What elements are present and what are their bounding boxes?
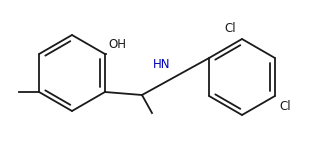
Text: Cl: Cl — [279, 100, 290, 113]
Text: OH: OH — [108, 38, 126, 51]
Text: HN: HN — [153, 58, 171, 71]
Text: Cl: Cl — [224, 22, 236, 35]
